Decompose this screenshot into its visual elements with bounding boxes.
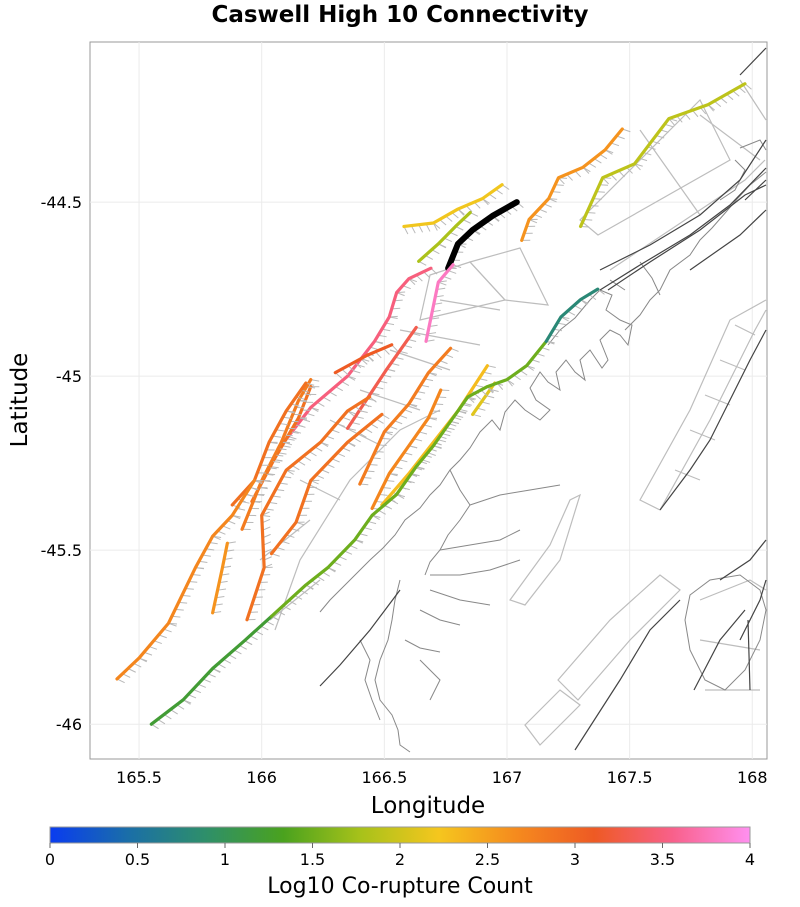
- fault-fault-o: [269, 412, 390, 557]
- fault-fault-f: [282, 266, 438, 446]
- colorbar-tick-label: 3.5: [650, 850, 675, 869]
- x-tick-label: 168: [737, 768, 768, 787]
- fault-fault-a: [402, 183, 510, 235]
- fault-fault-l: [115, 478, 263, 684]
- fault-fault-d: [417, 210, 479, 266]
- colorbar-label: Log10 Co-rupture Count: [267, 874, 533, 899]
- x-tick-label: 166: [246, 768, 277, 787]
- background-faults: [259, 79, 767, 746]
- colorbar: [49, 826, 751, 844]
- grid: [90, 42, 767, 759]
- colorbar-tick-label: 0.5: [125, 850, 150, 869]
- fault-fault-q: [370, 388, 450, 510]
- fault-fault-m: [211, 541, 236, 615]
- colorbar-tick-label: 2.5: [475, 850, 500, 869]
- fault-fault-u: [269, 339, 555, 621]
- fault-fault-b: [520, 127, 631, 242]
- colorbar-ticks: 0 0.5 1 1.5 2 2.5 3 3.5 4: [45, 843, 755, 869]
- x-axis: 165.5 166 166.5 167 167.5 168: [116, 768, 767, 787]
- fault-fault-p: [358, 346, 459, 486]
- x-tick-label: 167.5: [607, 768, 653, 787]
- colorbar-tick-label: 3: [570, 850, 580, 869]
- fault-fault-e: [424, 263, 462, 343]
- fault-traces: [115, 82, 752, 730]
- fault-fault-t: [149, 614, 280, 730]
- fault-fault-n: [245, 395, 377, 622]
- fault-fault-h: [333, 343, 398, 379]
- fault-fault-c: [578, 82, 752, 229]
- fault-fault-j: [240, 378, 320, 531]
- map-title: Caswell High 10 Connectivity: [211, 2, 589, 28]
- major-traces: [319, 47, 767, 751]
- y-tick-label: -45.5: [41, 541, 82, 560]
- x-tick-label: 165.5: [116, 768, 162, 787]
- y-tick-label: -44.5: [41, 193, 82, 212]
- coastline: [319, 139, 767, 753]
- fault-fault-v: [544, 287, 605, 344]
- colorbar-tick-label: 2: [395, 850, 405, 869]
- y-axis-label: Latitude: [7, 353, 33, 448]
- x-tick-label: 167: [492, 768, 523, 787]
- fault-caswell-high-source: [445, 199, 524, 272]
- y-tick-label: -45: [56, 367, 82, 386]
- fault-fault-g: [345, 325, 425, 431]
- x-axis-label: Longitude: [371, 793, 485, 819]
- colorbar-tick-label: 1: [220, 850, 230, 869]
- colorbar-tick-label: 0: [45, 850, 55, 869]
- y-axis: -44.5 -45 -45.5 -46: [41, 193, 82, 734]
- plot-area: [89, 41, 768, 760]
- colorbar-tick-label: 1.5: [300, 850, 325, 869]
- y-tick-label: -46: [56, 715, 82, 734]
- colorbar-tick-label: 4: [745, 850, 755, 869]
- x-tick-label: 166.5: [361, 768, 407, 787]
